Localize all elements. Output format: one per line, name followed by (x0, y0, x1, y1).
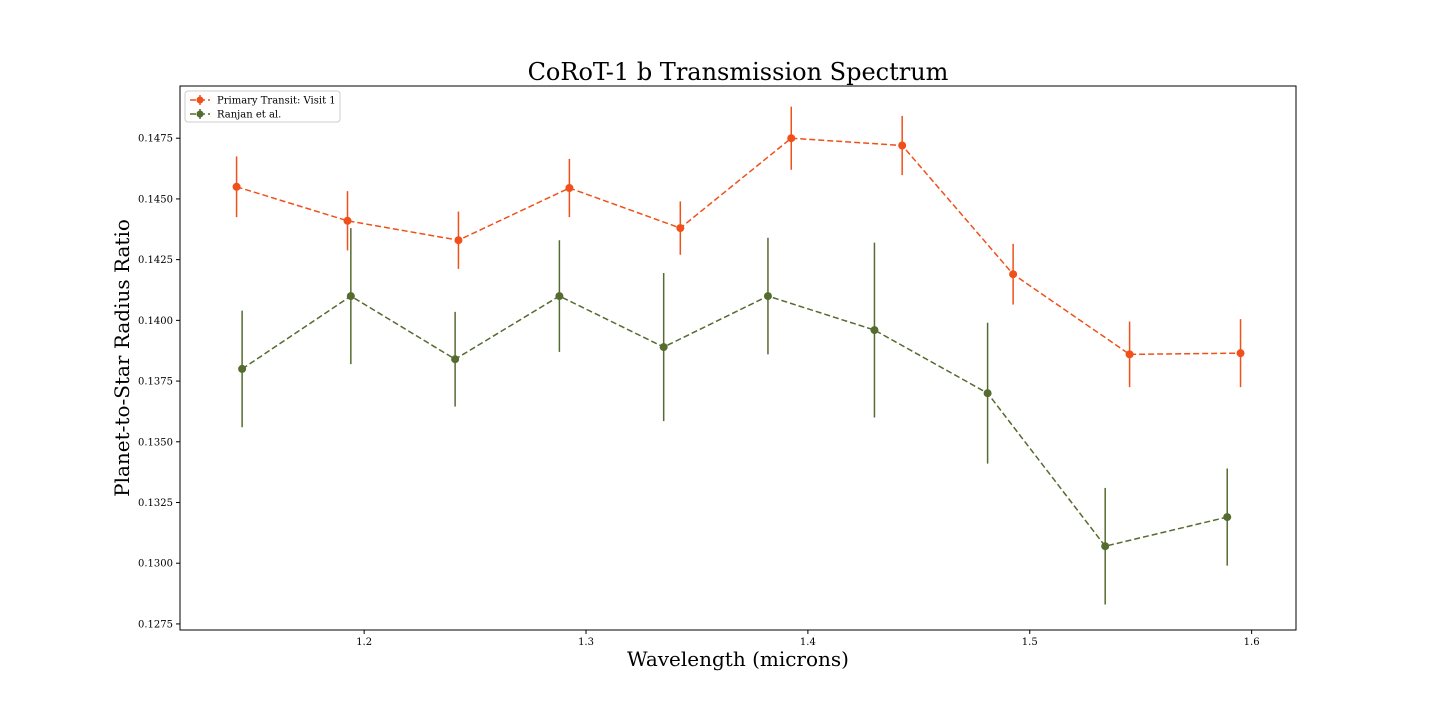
data-point (1009, 270, 1018, 279)
x-tick-label: 1.4 (800, 637, 816, 648)
legend-label: Ranjan et al. (217, 110, 281, 121)
series-line (241, 295, 1228, 548)
legend: Primary Transit: Visit 1 Ranjan et al. (184, 90, 341, 123)
data-point (343, 216, 352, 225)
y-tick-label: 0.1350 (138, 437, 173, 448)
y-tick-label: 0.1375 (138, 377, 173, 388)
legend-marker (196, 110, 204, 118)
plot-area (232, 106, 1245, 605)
y-tick-label: 0.1275 (138, 619, 173, 630)
series-line (236, 137, 1241, 356)
x-tick-label: 1.2 (356, 637, 372, 648)
data-point (870, 326, 879, 335)
x-axis-label: Wavelength (microns) (627, 647, 849, 671)
data-point (676, 224, 685, 233)
legend-marker (196, 96, 204, 104)
y-tick-label: 0.1300 (138, 559, 173, 570)
y-tick-label: 0.1400 (138, 316, 173, 327)
data-point (1236, 349, 1245, 358)
data-point (898, 141, 907, 150)
data-point (1101, 542, 1110, 551)
data-point (238, 364, 247, 373)
plot-frame (179, 85, 1297, 631)
data-point (232, 182, 241, 191)
legend-label: Primary Transit: Visit 1 (217, 96, 336, 107)
chart-title: CoRoT-1 b Transmission Spectrum (528, 58, 949, 86)
data-point (1223, 513, 1232, 522)
y-axis-label: Planet-to-Star Radius Ratio (110, 219, 134, 497)
y-tick-label: 0.1425 (138, 255, 173, 266)
data-point (787, 134, 796, 143)
x-tick-label: 1.5 (1022, 637, 1038, 648)
data-point (454, 236, 463, 245)
x-tick-label: 1.3 (578, 637, 594, 648)
y-tick-label: 0.1475 (138, 134, 173, 145)
data-point (763, 292, 772, 301)
data-point (346, 292, 355, 301)
data-point (565, 184, 574, 192)
legend-entry: Ranjan et al. (190, 109, 281, 121)
data-point (451, 355, 460, 364)
x-tick-label: 1.6 (1244, 637, 1260, 648)
data-point (983, 389, 992, 398)
series-1 (232, 106, 1245, 388)
axis-ticks: 1.2 1.3 1.4 1.5 1.6 0.1275 0.1300 0.1325 0.1350 0… (138, 134, 1260, 648)
data-point (1125, 350, 1134, 359)
data-point (555, 292, 564, 301)
legend-box (184, 90, 341, 123)
y-tick-label: 0.1325 (138, 498, 173, 509)
y-tick-label: 0.1450 (138, 194, 173, 205)
legend-entry: Primary Transit: Visit 1 (190, 95, 336, 107)
series-2 (238, 228, 1232, 605)
data-point (659, 343, 668, 352)
